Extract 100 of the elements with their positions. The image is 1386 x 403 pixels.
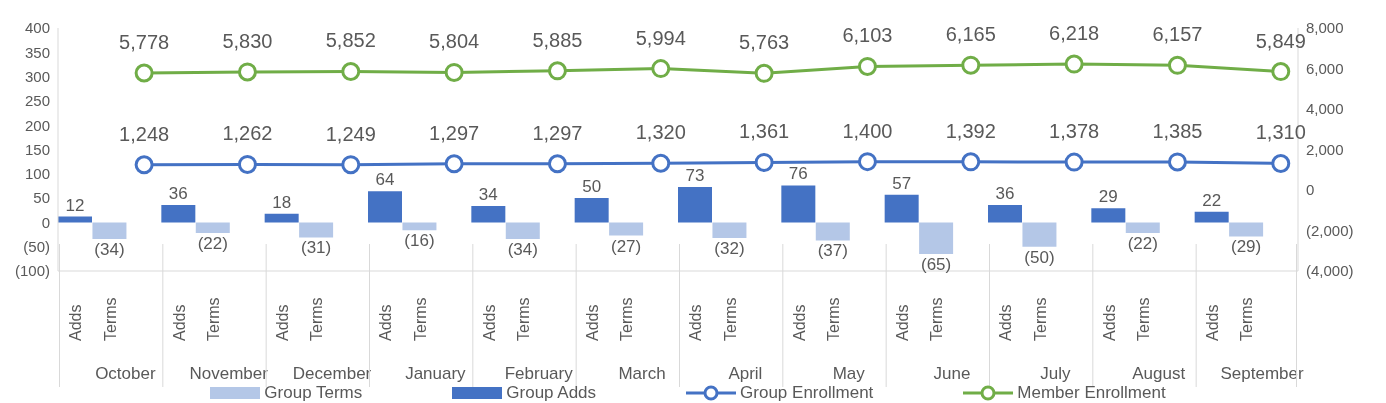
bar <box>368 191 402 223</box>
data-label: 5,849 <box>1255 29 1306 52</box>
data-label: 1,320 <box>635 121 686 144</box>
y2-tick-label: 0 <box>1306 181 1315 199</box>
y-tick-label: 100 <box>24 165 50 183</box>
x-tick-label: Adds <box>1203 304 1221 341</box>
data-label: 1,361 <box>739 120 790 143</box>
text: August <box>1132 364 1186 383</box>
data-label: 1,385 <box>1152 119 1203 142</box>
x-tick-label: Adds <box>170 304 188 341</box>
bar <box>195 222 230 234</box>
y-tick-label: 400 <box>24 19 50 37</box>
data-label: (32) <box>714 238 745 258</box>
point <box>651 59 671 79</box>
x-tick-label: Terms <box>1238 297 1256 341</box>
point <box>547 61 567 81</box>
point <box>1271 62 1291 82</box>
point <box>1167 152 1187 172</box>
text: January <box>405 364 467 383</box>
point <box>237 62 257 82</box>
data-label: 5,852 <box>325 29 376 52</box>
data-label: (31) <box>300 238 332 258</box>
bar <box>609 222 644 236</box>
x-tick-label: Adds <box>687 304 705 341</box>
data-label: (29) <box>1230 237 1262 257</box>
point <box>1064 152 1084 172</box>
data-label: 73 <box>685 165 705 185</box>
data-label: 12 <box>65 195 85 215</box>
x-tick-label: Adds <box>790 304 808 341</box>
x-tick-label: Terms <box>515 297 532 341</box>
y-tick-label: (100) <box>14 262 50 280</box>
x-tick-label: Terms <box>101 297 119 341</box>
legend-label: Group Terms <box>264 383 363 403</box>
data-label: 29 <box>1098 187 1118 207</box>
bar <box>919 222 954 254</box>
x-tick-label: Terms <box>825 297 842 341</box>
text: May <box>832 364 866 383</box>
legend-label: Member Enrollment <box>1017 383 1166 403</box>
y-tick-label: 150 <box>24 140 50 158</box>
text: December <box>292 364 372 383</box>
data-label: 18 <box>272 192 292 212</box>
x-tick-label: Adds <box>893 304 911 341</box>
bar <box>815 222 850 241</box>
x-tick-label: Adds <box>67 304 85 341</box>
bar <box>712 222 747 238</box>
data-label: (34) <box>507 239 538 259</box>
x-tick-label: Adds <box>583 304 601 341</box>
point <box>961 152 981 172</box>
x-tick-label: Adds <box>377 304 395 341</box>
legend-label: Group Adds <box>506 383 597 403</box>
point <box>754 63 774 83</box>
data-label: 76 <box>788 164 808 184</box>
y-tick-label: 0 <box>41 213 50 231</box>
data-label: 5,804 <box>429 30 480 53</box>
data-label: (37) <box>817 241 848 261</box>
x-tick-label: Adds <box>997 304 1015 341</box>
data-label: 1,392 <box>945 119 996 142</box>
x-tick-label: Terms <box>1031 297 1049 341</box>
data-label: 6,103 <box>842 24 893 47</box>
x-tick-label: Adds <box>480 304 498 341</box>
data-label: (65) <box>920 254 952 274</box>
y2-tick-label: 6,000 <box>1306 59 1344 77</box>
data-label: 1,400 <box>842 119 893 142</box>
x-tick-label: Terms <box>308 297 326 341</box>
data-label: 64 <box>375 170 395 190</box>
text: July <box>1040 364 1071 383</box>
data-label: 1,310 <box>1255 121 1306 144</box>
data-label: 5,994 <box>635 26 686 49</box>
y-tick-label: 200 <box>24 116 50 134</box>
data-label: 5,763 <box>739 31 790 54</box>
x-tick-label: Terms <box>928 297 946 341</box>
bar <box>781 185 816 223</box>
data-label: 57 <box>892 173 912 193</box>
data-label: 1,297 <box>532 121 583 144</box>
bar <box>1125 222 1160 234</box>
point <box>1271 153 1291 173</box>
x-tick-label: Terms <box>411 297 429 341</box>
x-tick-label: Terms <box>618 297 636 341</box>
data-label: (50) <box>1024 247 1055 267</box>
data-label: (27) <box>610 236 642 256</box>
data-label: 22 <box>1202 190 1222 210</box>
x-tick-label: Adds <box>273 304 291 341</box>
x-tick-label: Terms <box>721 297 739 341</box>
x-tick-label: Terms <box>205 297 222 341</box>
y-tick-label: 300 <box>24 67 50 85</box>
bar <box>402 222 437 231</box>
bar <box>161 204 196 223</box>
y-tick-label: 250 <box>24 92 50 110</box>
point <box>857 56 877 76</box>
bar <box>1022 222 1057 247</box>
y2-tick-label: (2,000) <box>1306 221 1354 239</box>
data-label: 1,249 <box>325 122 376 145</box>
point <box>651 153 671 173</box>
point <box>754 152 774 172</box>
point <box>547 154 567 174</box>
bar <box>574 198 609 223</box>
bar <box>92 222 127 239</box>
x-tick-label: Adds <box>1100 304 1118 341</box>
bar <box>678 186 712 223</box>
data-label: 1,248 <box>119 122 170 145</box>
